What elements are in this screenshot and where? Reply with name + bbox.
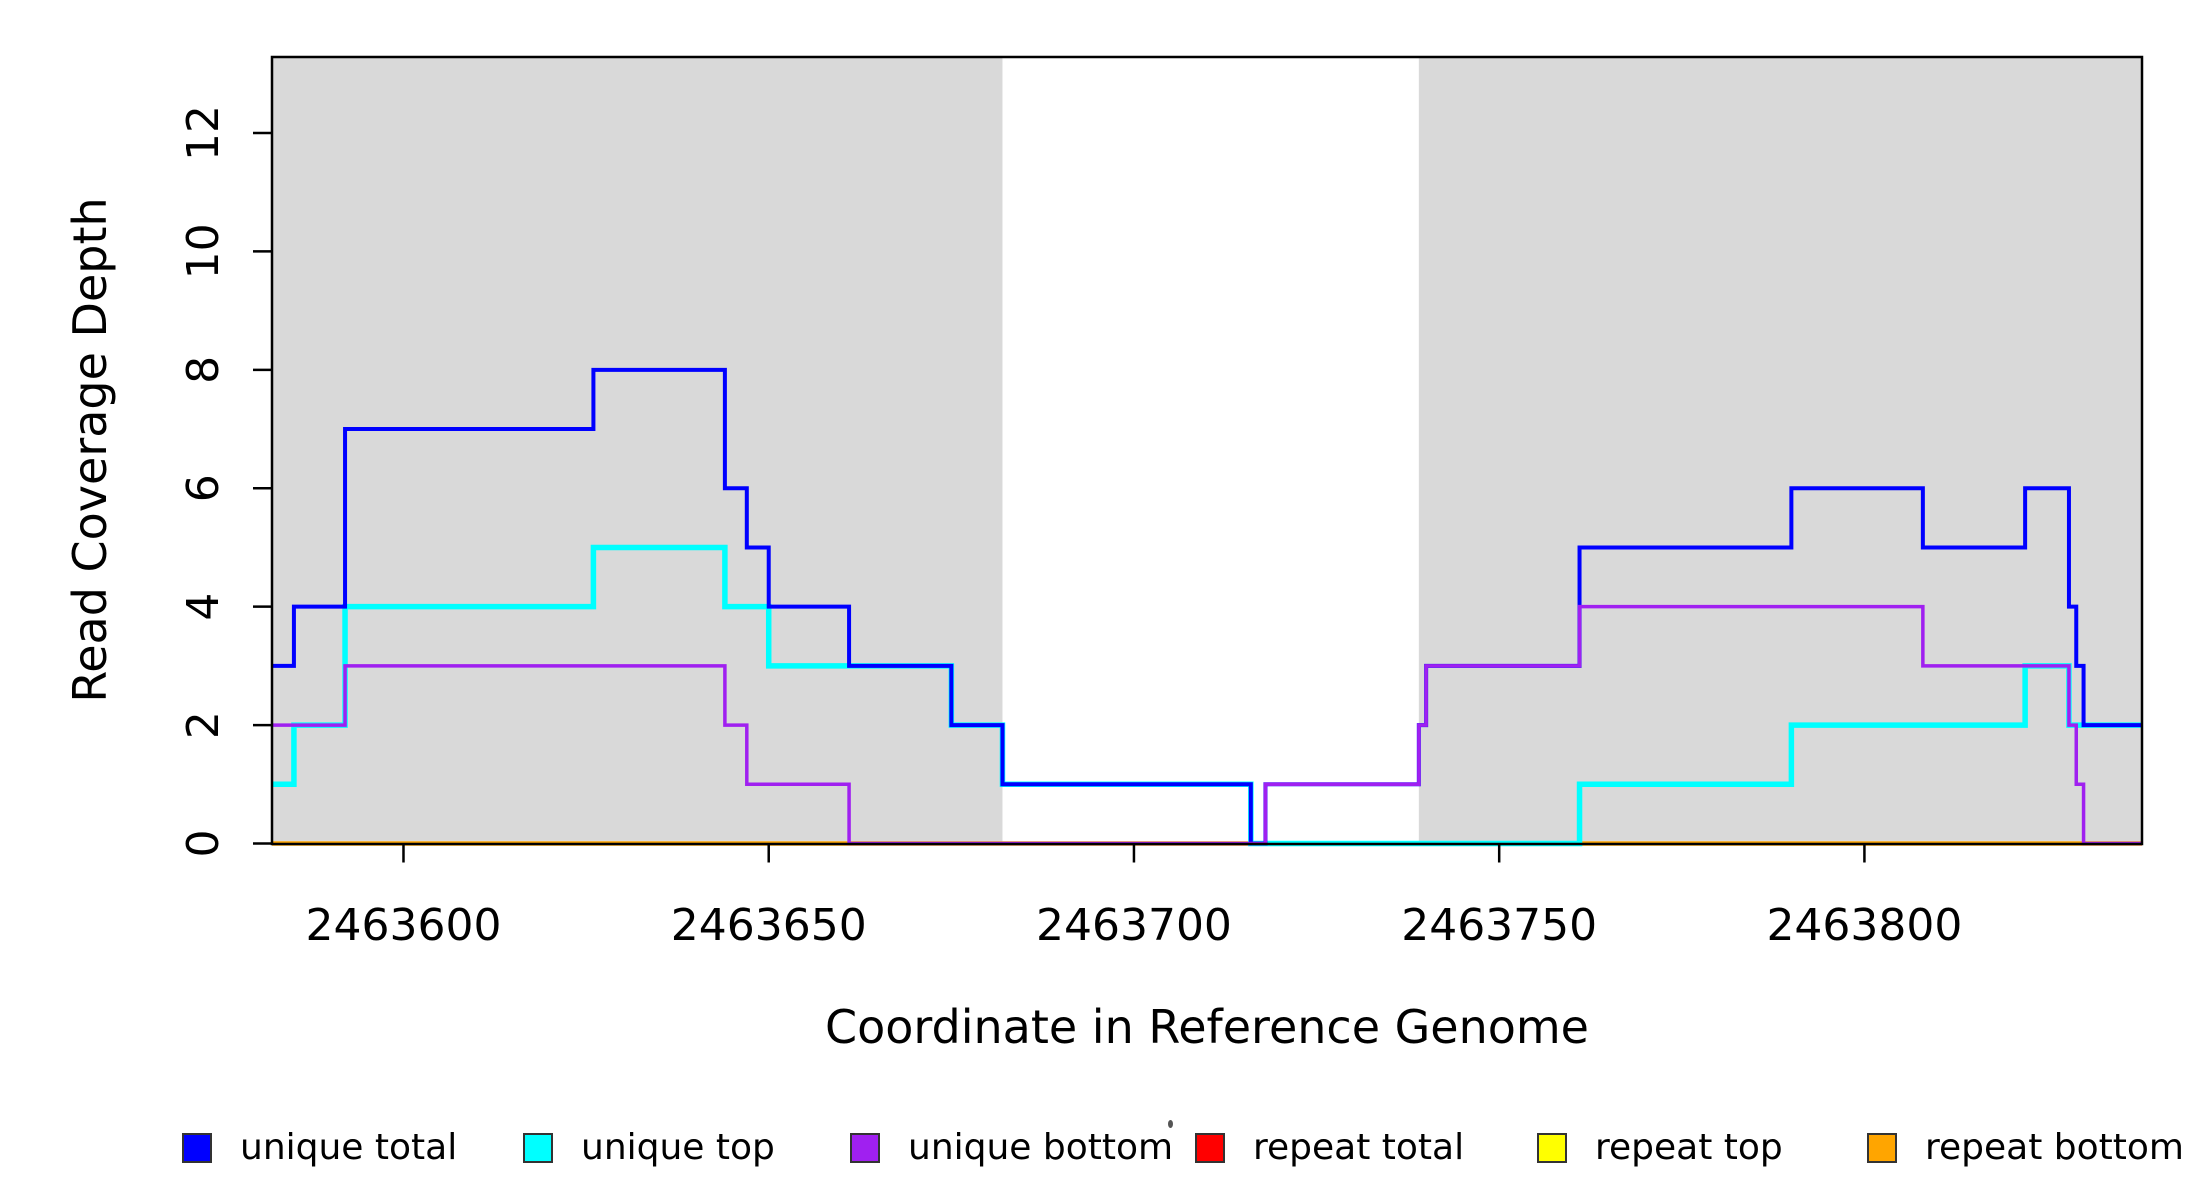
repeat-bottom-swatch-icon — [1867, 1133, 1897, 1163]
y-tick-label: 12 — [178, 105, 229, 161]
axis-tick-labels: 2463600 2463650 2463700 2463750 2463800 0 2 4 6 8… — [178, 105, 1962, 951]
x-tick-label: 2463600 — [306, 900, 502, 951]
repeat-region-shading — [272, 57, 2142, 845]
x-tick-label: 2463650 — [671, 900, 867, 951]
x-tick-label: 2463750 — [1401, 900, 1597, 951]
legend-label: unique bottom — [908, 1127, 1174, 1168]
y-tick-label: 8 — [178, 356, 229, 384]
legend-item-unique-bottom: unique bottom — [850, 1130, 1173, 1166]
y-axis-title: Read Coverage Depth — [63, 197, 117, 702]
repeat-top-swatch-icon — [1537, 1133, 1567, 1163]
axis-ticks — [253, 131, 1866, 863]
legend-label: repeat bottom — [1925, 1127, 2184, 1168]
legend-item-repeat-total: repeat total — [1195, 1130, 1464, 1166]
legend-item-repeat-top: repeat top — [1537, 1130, 1783, 1166]
y-tick-label: 2 — [178, 711, 229, 739]
y-tick-label: 0 — [178, 830, 229, 858]
legend-label: unique total — [240, 1127, 458, 1168]
repeat-total-swatch-icon — [1195, 1133, 1225, 1163]
x-axis-title: Coordinate in Reference Genome — [825, 1000, 1589, 1054]
y-tick-label: 4 — [178, 593, 229, 621]
legend-label: unique top — [581, 1127, 775, 1168]
shaded-region — [1418, 57, 2142, 845]
legend-label: repeat total — [1253, 1127, 1465, 1168]
y-tick-label: 6 — [178, 474, 229, 502]
shaded-region — [272, 57, 1003, 845]
legend-item-unique-top: unique top — [523, 1130, 775, 1166]
legend-item-repeat-bottom: repeat bottom — [1867, 1130, 2184, 1166]
x-tick-label: 2463700 — [1036, 900, 1232, 951]
legend-label: repeat top — [1595, 1127, 1783, 1168]
unique-total-swatch-icon — [182, 1133, 212, 1163]
series-path-unique-bottom — [272, 604, 2142, 846]
plot-border — [270, 55, 2144, 846]
legend-item-unique-total: unique total — [182, 1130, 457, 1166]
unique-bottom-swatch-icon — [850, 1133, 880, 1163]
stray-mark-artifact — [1168, 1120, 1173, 1128]
x-tick-label: 2463800 — [1766, 900, 1962, 951]
unique-top-swatch-icon — [523, 1133, 553, 1163]
y-tick-label: 10 — [178, 223, 229, 279]
